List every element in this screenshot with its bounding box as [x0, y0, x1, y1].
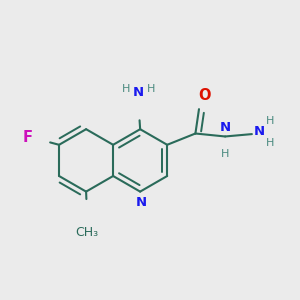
Text: F: F — [22, 130, 32, 145]
Text: H: H — [266, 116, 274, 126]
Text: H: H — [147, 84, 155, 94]
Text: N: N — [254, 125, 265, 138]
Text: O: O — [199, 88, 211, 103]
Text: N: N — [133, 86, 144, 100]
Text: CH₃: CH₃ — [75, 226, 99, 239]
Text: N: N — [136, 196, 147, 209]
Text: N: N — [220, 121, 231, 134]
Text: H: H — [122, 84, 130, 94]
Text: H: H — [266, 138, 274, 148]
Text: H: H — [221, 149, 229, 159]
